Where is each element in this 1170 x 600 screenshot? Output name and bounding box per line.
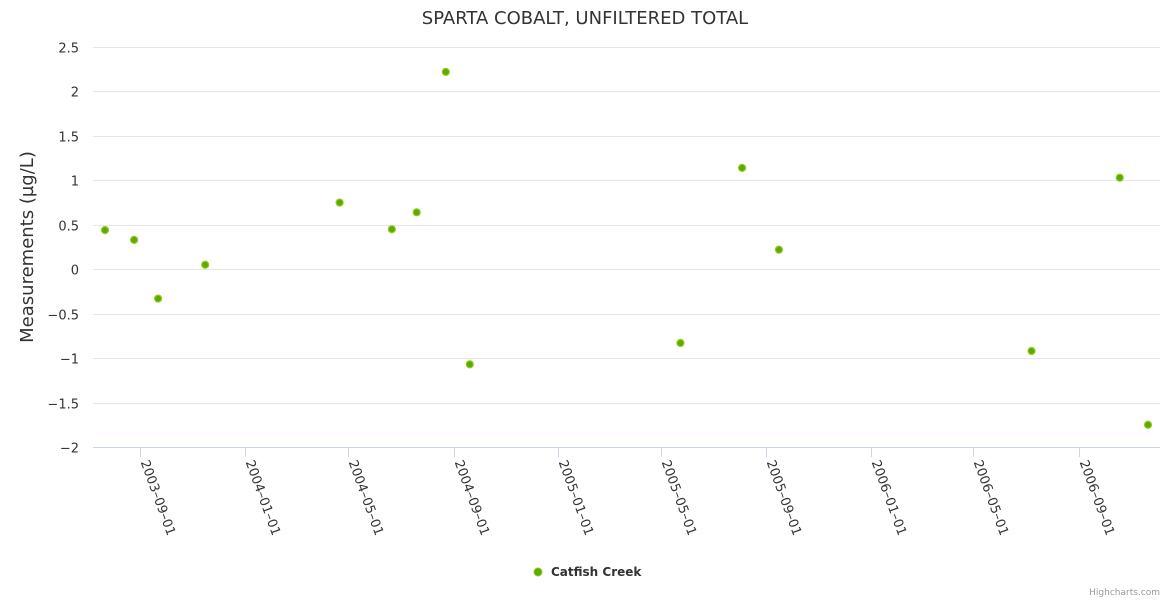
data-point[interactable] [100, 226, 110, 235]
data-point[interactable] [774, 245, 784, 254]
y-tick-label: −2 [60, 442, 79, 457]
y-tick-label: 0 [71, 264, 79, 279]
x-tick-label: 2003–09–01 [137, 458, 178, 538]
data-point[interactable] [465, 360, 474, 369]
x-tick-label: 2005–05–01 [658, 458, 699, 538]
series-catfish-creek [100, 67, 1153, 429]
data-point[interactable] [1027, 346, 1036, 356]
gridlines [93, 47, 1160, 404]
x-tick-label: 2006–01–01 [868, 458, 909, 538]
y-axis-label: Measurements (µg/L) [17, 151, 38, 343]
x-tick-label: 2005–09–01 [763, 458, 804, 538]
data-point[interactable] [441, 67, 450, 76]
y-tick-label: 1 [71, 175, 79, 190]
legend-item-catfish-creek[interactable]: Catfish Creek [533, 565, 642, 579]
x-tick-label: 2004–05–01 [345, 458, 386, 538]
x-tick-label: 2006–09–01 [1076, 458, 1117, 538]
y-tick-label: 2 [71, 86, 79, 101]
y-tick-label: −1.5 [47, 398, 79, 413]
y-tick-label: 1.5 [58, 131, 79, 146]
y-tick-label: −0.5 [47, 309, 79, 324]
chart-title: SPARTA COBALT, UNFILTERED TOTAL [422, 8, 748, 29]
data-point[interactable] [412, 208, 421, 217]
data-point[interactable] [153, 294, 163, 303]
data-point[interactable] [1115, 173, 1124, 182]
x-tick-label: 2004–01–01 [242, 458, 283, 538]
x-axis-ticks: 2003–09–01 2004–01–01 2004–05–01 2004–09–01… [137, 447, 1117, 538]
legend-label[interactable]: Catfish Creek [551, 565, 642, 579]
data-point[interactable] [738, 163, 747, 172]
legend-marker [533, 567, 543, 577]
data-point[interactable] [1143, 420, 1153, 429]
data-point[interactable] [130, 235, 139, 244]
y-tick-label: 0.5 [58, 220, 79, 235]
data-point[interactable] [335, 198, 344, 207]
data-point[interactable] [676, 338, 685, 348]
x-tick-label: 2004–09–01 [451, 458, 492, 538]
y-tick-label: −1 [60, 353, 79, 368]
credit-link[interactable]: Highcharts.com [1089, 588, 1160, 598]
y-axis-ticks: 2.5 2 1.5 1 0.5 0 −0.5 −1 −1.5 −2 [47, 42, 79, 457]
data-point[interactable] [201, 260, 210, 269]
x-tick-label: 2005–01–01 [555, 458, 596, 538]
data-point[interactable] [387, 225, 396, 234]
y-tick-label: 2.5 [58, 42, 79, 57]
x-tick-label: 2006–05–01 [970, 458, 1011, 538]
